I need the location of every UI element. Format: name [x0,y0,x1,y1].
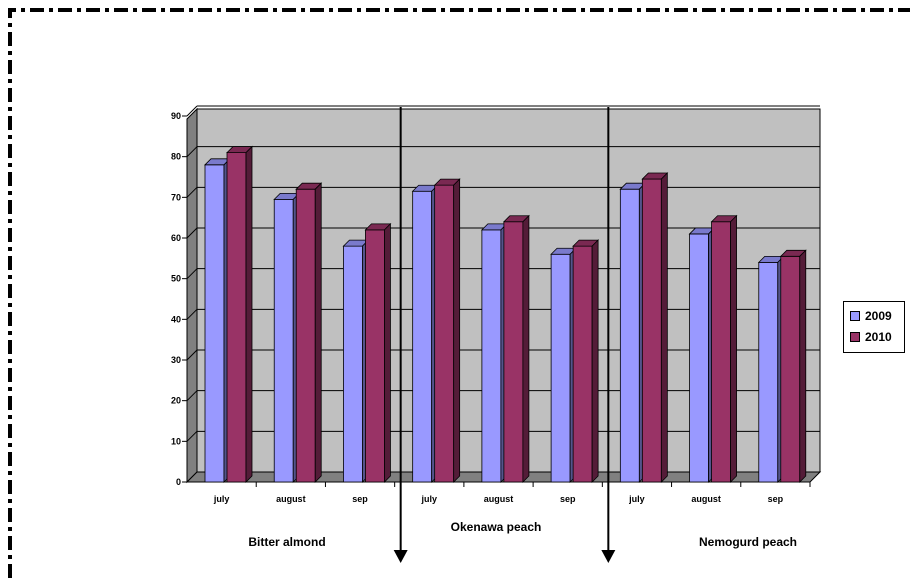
bar-2009-nemogurd-peach-july [619,188,640,483]
x-category-label: august [691,494,721,504]
group-label-okenawa-peach: Okenawa peach [451,520,542,534]
y-tick-label: 0 [176,477,181,487]
gridline-side [186,430,198,442]
legend-swatch-2010 [850,332,860,342]
x-category-label: august [276,494,306,504]
legend-item-2010: 2010 [850,330,892,344]
y-tick-label: 90 [171,111,181,121]
bar-side-face [660,172,668,483]
gridline-side [186,227,198,239]
legend-label-2010: 2010 [865,330,892,344]
x-category-label: sep [768,494,784,504]
group-label-bitter-almond: Bitter almond [248,535,325,549]
bar-2010-bitter-almond-august [295,188,316,483]
bar-side-face [591,239,599,483]
y-tick-label: 50 [171,274,181,284]
side-wall [186,107,198,484]
bar-2009-bitter-almond-august [273,198,294,483]
bar-2010-bitter-almond-july [226,152,247,483]
gridline-side [186,186,198,198]
bar-side-face [453,178,461,483]
y-tick-label: 40 [171,314,181,324]
y-tick-label: 10 [171,436,181,446]
y-tick-label: 30 [171,355,181,365]
bar-2009-nemogurd-peach-august [689,233,709,483]
group-separator-arrowhead [601,550,616,563]
y-tick-label: 60 [171,233,181,243]
bar-side-face [245,145,253,483]
group-separator-arrowhead [393,550,408,563]
bar-side-face [384,222,391,483]
x-category-label: sep [560,494,576,504]
bar-2009-nemogurd-peach-sep [758,261,779,483]
gridline-side [186,105,198,117]
group-label-nemogurd-peach: Nemogurd peach [699,535,797,549]
bar-2010-okenawa-peach-july [434,184,455,483]
bar-side-face [799,249,807,483]
x-category-label: sep [352,494,368,504]
bar-2010-bitter-almond-sep [365,229,385,483]
x-category-label: august [484,494,514,504]
legend: 2009 2010 [843,301,905,353]
bar-side-face [314,182,322,483]
bar-2010-okenawa-peach-sep [572,245,593,483]
bar-2009-bitter-almond-sep [343,245,363,483]
bar-side-face [730,214,737,483]
y-tick-label: 20 [171,396,181,406]
bar-side-face [522,214,530,483]
bar-2009-okenawa-peach-sep [550,253,571,483]
gridline-side [186,308,198,320]
bar-2010-okenawa-peach-august [503,221,524,483]
bar-2009-okenawa-peach-august [481,229,502,483]
legend-swatch-2009 [850,311,860,321]
bar-2009-bitter-almond-july [204,164,225,483]
y-tick-label: 80 [171,152,181,162]
bar-2010-nemogurd-peach-july [641,178,662,483]
legend-label-2009: 2009 [865,309,892,323]
gridline-side [186,349,198,361]
gridline-side [186,146,198,158]
bar-2010-nemogurd-peach-august [711,221,731,483]
bar-2009-okenawa-peach-july [412,190,433,483]
x-category-label: july [421,494,438,504]
x-category-label: july [628,494,645,504]
gridline-side [186,390,198,402]
y-tick-label: 70 [171,192,181,202]
bar-2010-nemogurd-peach-sep [780,255,801,483]
x-category-label: july [213,494,230,504]
gridline-side [186,268,198,280]
legend-item-2009: 2009 [850,309,892,323]
